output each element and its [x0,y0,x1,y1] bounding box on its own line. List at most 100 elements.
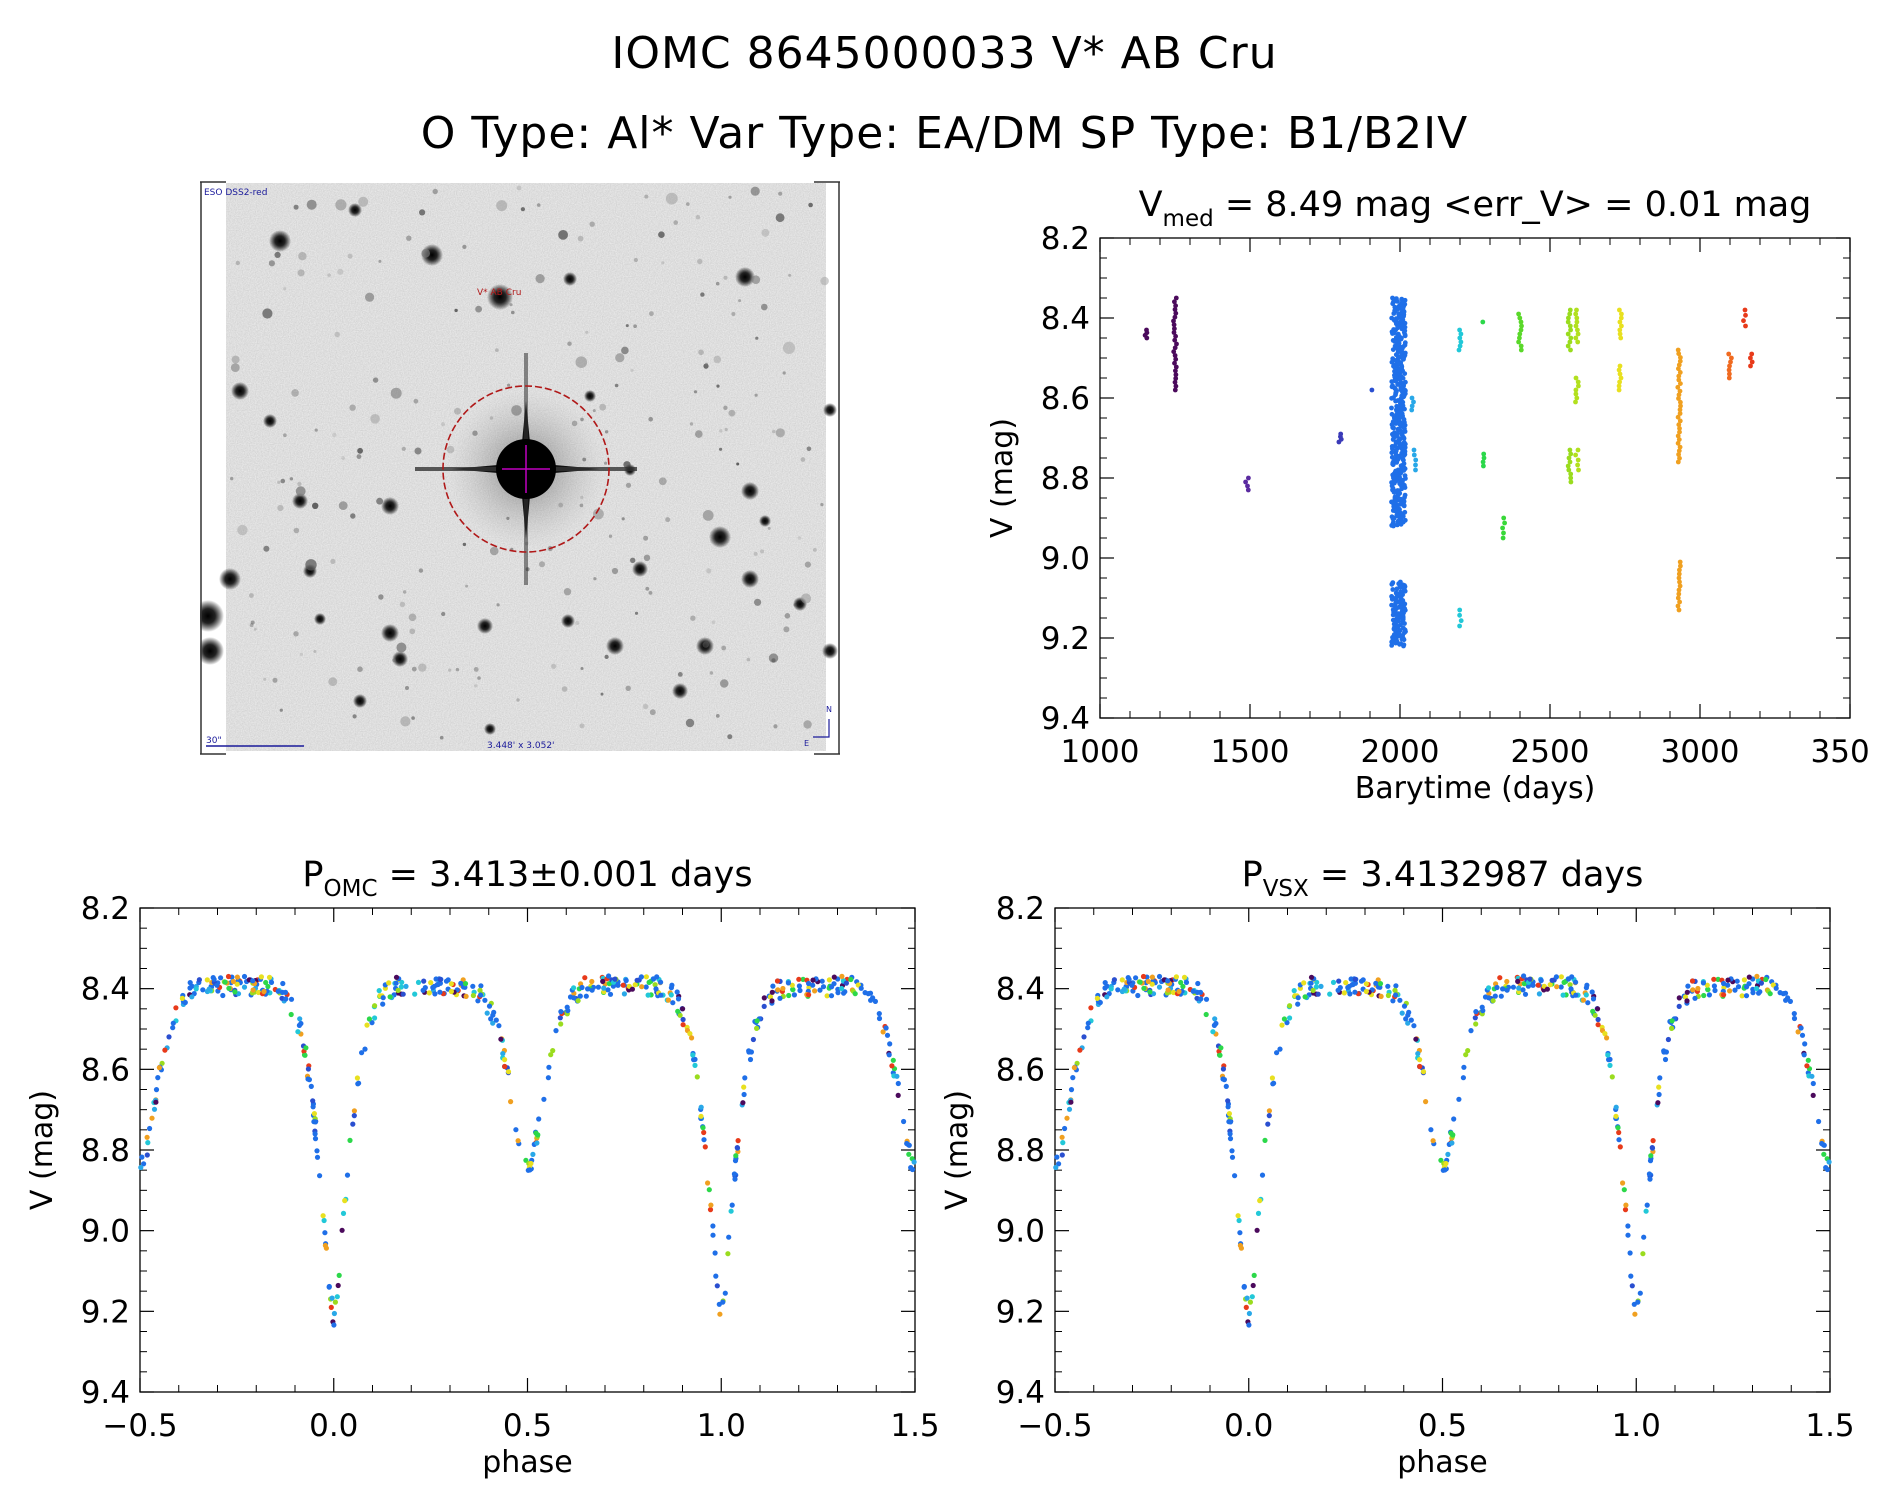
finder-stars [192,185,838,740]
data-point [769,989,775,995]
field-star [520,207,525,212]
field-star [703,363,709,369]
data-point [1576,383,1581,389]
field-star [773,724,778,729]
data-point [1567,982,1573,988]
data-point [1676,422,1682,428]
data-point [153,1087,160,1093]
data-point [761,1003,767,1009]
field-star [495,348,499,352]
field-star [648,416,653,422]
data-point [1558,974,1564,980]
data-point [484,1010,490,1016]
data-point [1662,1056,1669,1063]
data-point [340,1210,347,1216]
data-point [1676,607,1682,613]
field-star [723,405,728,410]
x-tick-label: −0.5 [102,1408,177,1444]
data-point [255,989,262,996]
data-point [1480,459,1486,465]
data-point [1677,579,1682,585]
data-point [1684,989,1690,995]
field-star [418,568,424,573]
data-point [643,974,650,980]
data-point [1173,376,1179,381]
field-star [327,273,331,277]
data-point [817,987,823,993]
field-star [577,235,584,242]
field-star [700,292,705,297]
data-point [1656,1091,1662,1098]
data-point [1685,983,1691,989]
data-point [1732,987,1738,993]
data-point [1689,978,1696,984]
data-point [911,1159,917,1165]
data-point [1111,977,1117,983]
data-point [305,1066,311,1072]
data-point [1385,983,1391,989]
data-point [1525,983,1531,989]
data-point [906,1151,912,1157]
data-point [687,1031,693,1037]
data-point [1430,1138,1436,1144]
data-point [1171,322,1177,328]
data-point [741,1091,747,1098]
data-point [1746,974,1752,980]
data-point [1402,333,1408,339]
data-point [462,981,469,987]
data-point [426,990,432,996]
data-point [796,976,802,982]
data-point [362,1046,368,1052]
field-star [313,650,317,653]
data-point [553,1028,559,1034]
data-point [275,988,281,994]
data-point [1373,980,1379,986]
field-star [399,601,406,607]
data-point [1749,351,1755,357]
data-point [634,977,640,983]
data-point [1173,372,1179,378]
data-point [1767,991,1773,997]
data-point [1378,993,1384,999]
x-tick-label: 3500 [1811,734,1870,770]
field-star [406,235,412,241]
data-point [398,984,404,990]
figure-title-types: O Type: Al* Var Type: EA/DM SP Type: B1/… [420,108,1469,159]
field-star [381,497,399,515]
data-point [710,1223,716,1229]
data-point [312,1131,318,1137]
data-point [1575,447,1581,453]
data-point [1535,982,1541,988]
data-point [448,988,454,995]
data-point [1481,455,1487,461]
data-point [1394,460,1400,465]
data-point [1573,391,1579,397]
field-star [462,244,467,249]
data-point [1389,395,1394,401]
data-point [1527,976,1533,982]
data-point [1173,333,1178,339]
data-point [1212,1016,1218,1022]
field-star [754,598,762,606]
data-point [701,1129,707,1136]
field-star [643,554,651,561]
field-star [419,209,426,216]
field-star [800,457,806,462]
data-point [329,1295,335,1301]
data-point [643,984,649,990]
field-star [516,698,520,702]
field-star [782,341,796,354]
data-point [1172,360,1177,366]
data-point [1257,1198,1263,1204]
data-point [819,978,825,984]
data-point [612,976,618,982]
data-point [1399,1010,1405,1016]
data-point [1677,411,1683,416]
data-point [1616,383,1622,389]
data-point [1617,331,1623,337]
data-point [1458,618,1464,624]
data-point [1327,991,1333,997]
data-point [1536,991,1542,997]
data-point [826,977,833,983]
data-point [1743,323,1748,329]
